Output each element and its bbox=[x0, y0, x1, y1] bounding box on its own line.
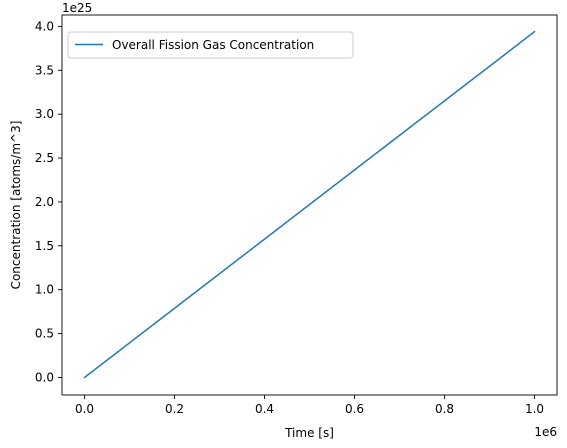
legend-entry-label: Overall Fission Gas Concentration bbox=[112, 38, 314, 52]
y-tick-label: 2.0 bbox=[35, 195, 54, 209]
y-tick-label: 0.5 bbox=[35, 327, 54, 341]
y-axis-label: Concentration [atoms/m^3] bbox=[9, 121, 23, 290]
y-axis-ticks: 0.0 0.5 1.0 1.5 2.0 2.5 3.0 3.5 4.0 bbox=[35, 19, 62, 384]
y-tick-label: 3.0 bbox=[35, 107, 54, 121]
series-line-overall-fission-gas-concentration bbox=[83, 30, 536, 379]
x-axis-label: Time [s] bbox=[284, 426, 334, 440]
x-tick-label: 0.8 bbox=[435, 402, 454, 416]
x-tick-label: 0.2 bbox=[165, 402, 184, 416]
plot-frame bbox=[61, 14, 558, 396]
y-tick-label: 3.5 bbox=[35, 63, 54, 77]
y-tick-label: 1.0 bbox=[35, 283, 54, 297]
y-tick-label: 1.5 bbox=[35, 239, 54, 253]
y-tick-label: 0.0 bbox=[35, 370, 54, 384]
y-tick-label: 4.0 bbox=[35, 19, 54, 33]
x-tick-label: 0.4 bbox=[255, 402, 274, 416]
plot-lines bbox=[83, 30, 536, 379]
y-offset-label: 1e25 bbox=[62, 1, 92, 15]
y-tick-label: 2.5 bbox=[35, 151, 54, 165]
legend-box bbox=[67, 31, 354, 59]
legend: Overall Fission Gas Concentration bbox=[67, 31, 354, 59]
x-offset-label: 1e6 bbox=[534, 425, 557, 439]
x-axis-ticks: 0.0 0.2 0.4 0.6 0.8 1.0 bbox=[75, 395, 544, 416]
x-tick-label: 0.6 bbox=[345, 402, 364, 416]
x-tick-label: 1.0 bbox=[525, 402, 544, 416]
x-tick-label: 0.0 bbox=[75, 402, 94, 416]
